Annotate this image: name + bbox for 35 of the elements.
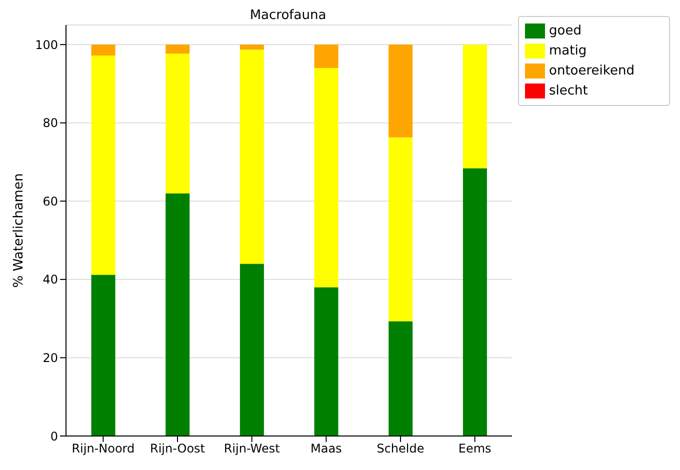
chart-title: Macrofauna bbox=[248, 8, 328, 23]
y-axis-title: % Waterlichamen bbox=[12, 173, 27, 288]
y-tick-label: 20 bbox=[42, 350, 58, 365]
bar bbox=[166, 44, 190, 54]
bar bbox=[388, 137, 413, 322]
x-tick-label: Eems bbox=[458, 442, 492, 456]
bar bbox=[91, 274, 116, 436]
y-tick-label: 100 bbox=[35, 38, 58, 52]
bar bbox=[240, 44, 264, 50]
legend-label: ontoereikend bbox=[549, 64, 634, 79]
y-tick-label: 40 bbox=[42, 272, 58, 287]
x-tick-label: Maas bbox=[310, 442, 342, 456]
bar bbox=[240, 264, 264, 436]
legend-label: matig bbox=[549, 44, 587, 59]
x-tick-label: Schelde bbox=[376, 442, 424, 456]
bar bbox=[314, 287, 338, 436]
bar bbox=[462, 168, 487, 436]
legend-label: slecht bbox=[549, 84, 588, 99]
x-tick-label: Rijn-West bbox=[224, 442, 280, 456]
bar bbox=[91, 56, 116, 275]
bar bbox=[91, 44, 116, 56]
bar bbox=[166, 54, 190, 194]
legend-label: goed bbox=[549, 24, 582, 39]
x-tick-label: Rijn-Oost bbox=[150, 442, 206, 456]
bar bbox=[314, 44, 338, 68]
bar bbox=[240, 50, 264, 264]
bar bbox=[166, 193, 190, 436]
x-tick-label: Rijn-Noord bbox=[72, 442, 135, 456]
y-tick-label: 60 bbox=[42, 194, 58, 208]
bar bbox=[388, 44, 413, 138]
bar bbox=[388, 321, 413, 436]
y-tick-label: 80 bbox=[42, 116, 58, 130]
bar bbox=[314, 68, 338, 288]
bar bbox=[462, 44, 487, 168]
y-tick-label: 0 bbox=[50, 429, 58, 444]
